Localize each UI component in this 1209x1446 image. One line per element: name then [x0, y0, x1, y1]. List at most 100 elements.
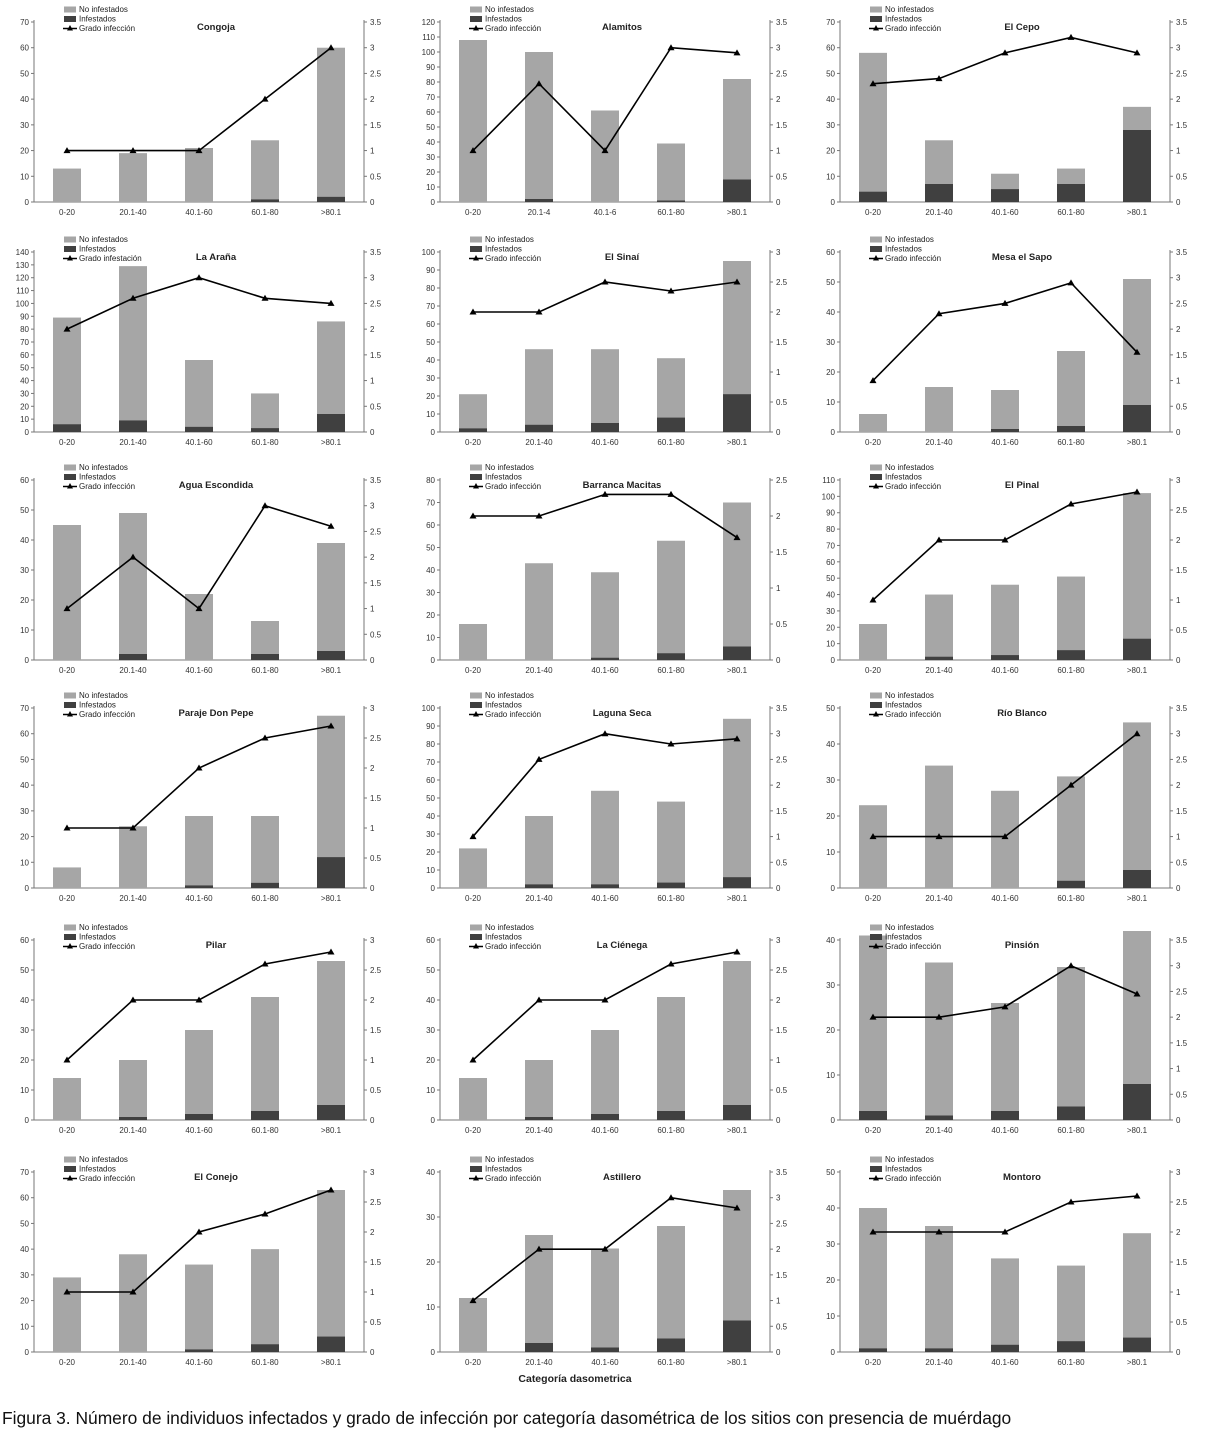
grado-infeccion-point — [869, 1228, 877, 1235]
y2-tick-label: 1 — [776, 584, 781, 593]
x-tick-label: 60.1-80 — [251, 666, 279, 675]
chart-svg: 0 10 20 30 40 50 60 0 0.5 1 1.5 2 2.5 3 3.5 0-20 20.1-40… — [20, 463, 382, 675]
x-tick-label: 60.1-80 — [251, 438, 279, 447]
legend-marker — [473, 483, 479, 489]
y-tick-label: 10 — [20, 1086, 29, 1095]
y-tick-label: 0 — [431, 656, 436, 665]
bar-no-infestados — [1057, 1265, 1085, 1352]
y-tick-label: 70 — [426, 302, 435, 311]
x-tick-label: >80.1 — [1127, 894, 1148, 903]
y2-tick-label: 0.5 — [370, 402, 382, 411]
grado-infeccion-point — [129, 294, 137, 301]
y2-tick-label: 3 — [1176, 476, 1181, 485]
legend-marker — [873, 483, 879, 489]
y-tick-label: 40 — [826, 1204, 835, 1213]
legend-marker — [873, 1175, 879, 1181]
y-tick-label: 10 — [426, 1086, 435, 1095]
legend-label: No infestados — [79, 5, 128, 14]
bar-infestados — [657, 882, 685, 888]
x-tick-label: 60.1-80 — [657, 438, 685, 447]
legend-swatch — [64, 1166, 76, 1172]
grado-infeccion-line — [873, 1195, 1138, 1233]
legend-swatch — [870, 236, 882, 243]
y2-tick-label: 3.5 — [1176, 248, 1188, 257]
legend-swatch — [870, 464, 882, 471]
grado-infeccion-point — [1001, 299, 1009, 306]
y-tick-label: 90 — [426, 63, 435, 72]
y-tick-label: 30 — [426, 153, 435, 162]
y-tick-label: 70 — [826, 18, 835, 27]
y2-tick-label: 1.5 — [776, 807, 788, 816]
grado-infeccion-point — [63, 1288, 71, 1295]
bar-no-infestados — [1057, 776, 1085, 888]
bar-no-infestados — [251, 393, 279, 432]
bar-no-infestados — [53, 525, 81, 660]
grado-infeccion-line — [67, 725, 332, 829]
x-tick-label: 60.1-80 — [657, 666, 685, 675]
grado-infeccion-point — [195, 147, 203, 154]
bar-no-infestados — [859, 52, 887, 202]
y-tick-label: 30 — [20, 121, 29, 130]
x-tick-label: 60.1-80 — [1057, 1126, 1085, 1135]
y-tick-label: 30 — [426, 1213, 435, 1222]
bar-infestados — [1123, 638, 1151, 660]
legend-marker — [67, 25, 73, 31]
legend-label: Grado infestación — [79, 254, 142, 263]
y-tick-label: 30 — [20, 1026, 29, 1035]
y2-tick-label: 0 — [776, 884, 781, 893]
y-tick-label: 30 — [826, 338, 835, 347]
x-tick-label: 40.1-6 — [594, 208, 617, 217]
grado-infeccion-point — [601, 1245, 609, 1252]
y2-tick-label: 1.5 — [776, 338, 788, 347]
y-tick-label: 40 — [826, 936, 835, 945]
x-tick-label: >80.1 — [321, 894, 342, 903]
bar-no-infestados — [925, 1226, 953, 1352]
bar-no-infestados — [185, 594, 213, 660]
grado-infeccion-point — [261, 734, 269, 741]
bar-no-infestados — [859, 935, 887, 1120]
grado-infeccion-point — [129, 147, 137, 154]
x-tick-label: 0-20 — [465, 1358, 482, 1367]
x-tick-label: 40.1-60 — [591, 1126, 619, 1135]
legend-label: No infestados — [79, 1155, 128, 1164]
y2-tick-label: 2 — [370, 1228, 375, 1237]
y-tick-label: 30 — [426, 1026, 435, 1035]
x-tick-label: 20.1-40 — [925, 894, 953, 903]
y-tick-label: 0 — [831, 1116, 836, 1125]
legend-label: Grado infección — [885, 710, 941, 719]
y-tick-label: 10 — [826, 1071, 835, 1080]
chart-panel: 0 10 20 30 40 50 60 70 80 90 100 110 120 130 140 0 0.5 1 1… — [0, 230, 400, 458]
x-tick-label: >80.1 — [1127, 1358, 1148, 1367]
y-tick-label: 70 — [426, 93, 435, 102]
bar-no-infestados — [251, 997, 279, 1120]
grado-infeccion-point — [469, 308, 477, 315]
y2-tick-label: 3.5 — [776, 1168, 788, 1177]
y2-tick-label: 1 — [1176, 147, 1181, 156]
y-tick-label: 20 — [20, 1297, 29, 1306]
x-tick-label: 60.1-80 — [251, 1358, 279, 1367]
x-tick-label: 0-20 — [865, 1126, 882, 1135]
y2-tick-label: 0.5 — [1176, 1090, 1188, 1099]
bar-no-infestados — [251, 816, 279, 888]
y-tick-label: 50 — [826, 69, 835, 78]
legend-marker — [873, 711, 879, 717]
y2-tick-label: 2.5 — [776, 1219, 788, 1228]
y-tick-label: 60 — [20, 1194, 29, 1203]
legend-swatch — [470, 924, 482, 931]
y-tick-label: 50 — [826, 1168, 835, 1177]
grado-infeccion-line — [66, 276, 332, 330]
grado-infeccion-point — [261, 294, 269, 301]
bar-no-infestados — [591, 790, 619, 888]
x-tick-label: 40.1-60 — [185, 438, 213, 447]
chart-title: El Sinaí — [605, 252, 640, 263]
bar-infestados — [1123, 130, 1151, 202]
chart-panel: 0 10 20 30 40 50 0 0.5 1 1.5 2 2.5 3 0-20 20.1-40 40.1-… — [806, 1150, 1206, 1378]
y-tick-label: 60 — [426, 320, 435, 329]
y2-tick-label: 2 — [776, 781, 781, 790]
y2-tick-label: 3 — [370, 502, 375, 511]
x-tick-label: 40.1-60 — [185, 666, 213, 675]
chart-panel: 0 10 20 30 40 50 60 70 80 90 100 0 0.5 1 1.5 2 2.5 3 0-20 2… — [406, 230, 806, 458]
x-tick-label: 0-20 — [465, 894, 482, 903]
x-tick-label: 20.1-40 — [119, 1126, 147, 1135]
y-tick-label: 50 — [826, 574, 835, 583]
